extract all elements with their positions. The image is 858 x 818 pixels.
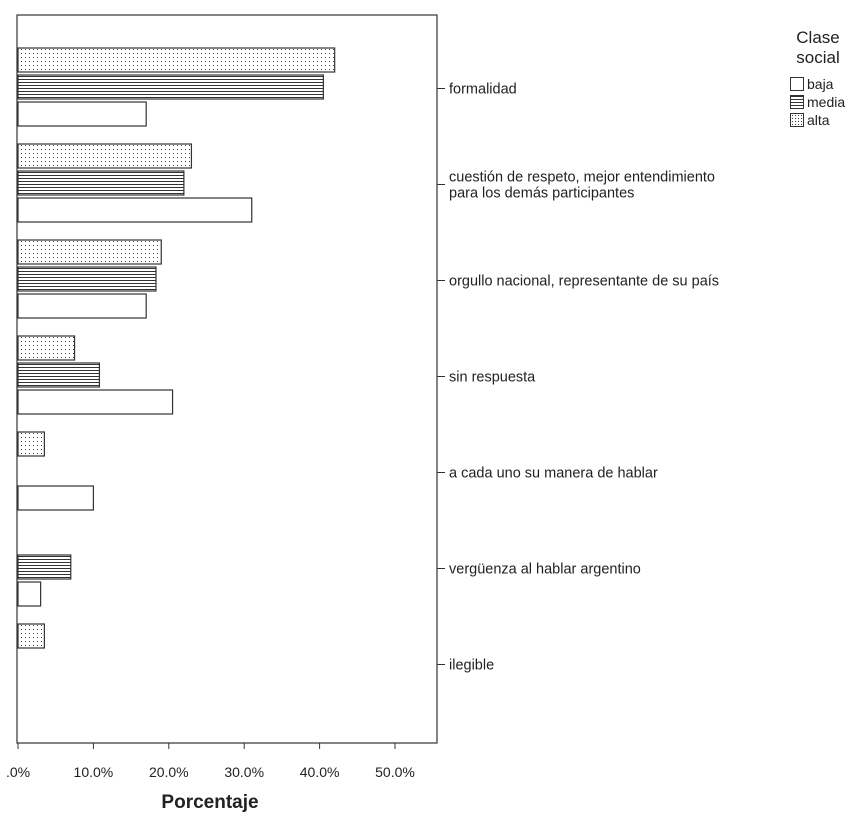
plot-frame (16, 14, 438, 744)
bar-media-1 (17, 170, 185, 196)
legend-swatch-alta (790, 113, 804, 127)
x-tick-label: 50.0% (375, 764, 415, 780)
category-label: orgullo nacional, representante de su pa… (449, 274, 719, 290)
bar-alta-4 (17, 431, 45, 457)
category-label: cuestión de respeto, mejor entendimiento… (449, 170, 715, 202)
bars-layer (17, 47, 336, 649)
legend-label-media: media (807, 94, 846, 110)
bar-alta-6 (17, 623, 45, 649)
legend-swatch-baja (790, 77, 804, 91)
legend-label-baja: baja (807, 76, 834, 92)
bar-alta-2 (17, 239, 162, 265)
category-labels: formalidad cuestión de respeto, mejor ent… (437, 82, 719, 674)
bar-alta-0 (17, 47, 336, 73)
bar-baja-2 (17, 293, 147, 319)
x-tick-label: .0% (6, 764, 30, 780)
bar-baja-0 (17, 101, 147, 127)
category-label: vergüenza al hablar argentino (449, 562, 641, 578)
legend: Clase social baja media alta (790, 28, 856, 128)
legend-swatch-media (790, 95, 804, 109)
category-label: a cada uno su manera de hablar (449, 466, 658, 482)
bar-alta-3 (17, 335, 76, 361)
legend-items: baja media alta (790, 76, 856, 128)
bar-media-3 (17, 362, 101, 388)
x-axis: .0% 10.0% 20.0% 30.0% 40.0% 50.0% (6, 743, 415, 780)
bar-media-2 (17, 266, 157, 292)
bar-alta-1 (17, 143, 193, 169)
category-label: sin respuesta (449, 370, 536, 386)
bar-baja-3 (17, 389, 174, 415)
legend-item-media: media (790, 94, 856, 110)
bar-baja-1 (17, 197, 253, 223)
legend-item-alta: alta (790, 112, 856, 128)
bar-baja-5 (17, 581, 42, 607)
x-tick-label: 40.0% (300, 764, 340, 780)
category-label: ilegible (449, 658, 494, 674)
category-label: formalidad (449, 82, 517, 98)
legend-label-alta: alta (807, 112, 830, 128)
bar-media-5 (17, 554, 72, 580)
x-tick-label: 10.0% (74, 764, 114, 780)
x-axis-label: Porcentaje (161, 792, 258, 813)
x-tick-label: 30.0% (224, 764, 264, 780)
bar-media-0 (17, 74, 324, 100)
x-tick-label: 20.0% (149, 764, 189, 780)
legend-title: Clase social (796, 28, 840, 67)
bar-baja-4 (17, 485, 95, 511)
legend-item-baja: baja (790, 76, 856, 92)
